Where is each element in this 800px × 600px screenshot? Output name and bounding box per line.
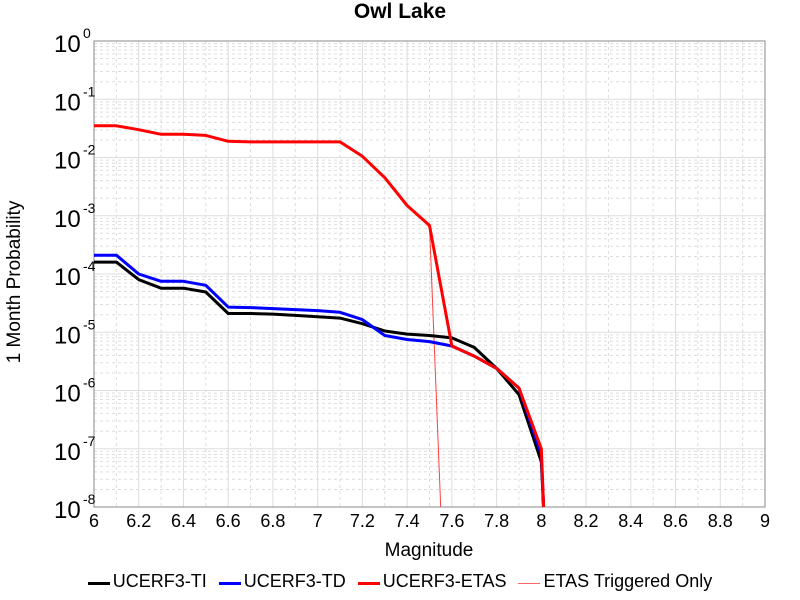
y-tick-exponent: -3 — [83, 200, 96, 216]
series-layer — [94, 124, 546, 508]
y-tick-label: 10 -3 — [54, 200, 96, 233]
chart-title: Owl Lake — [354, 0, 446, 23]
y-tick-label: 10 -2 — [54, 142, 96, 175]
legend-swatch — [357, 581, 380, 585]
y-tick-label: 10 -8 — [54, 491, 96, 524]
x-tick-label: 8.4 — [618, 511, 643, 531]
x-tick-label: 8.8 — [708, 511, 733, 531]
y-tick-exponent: -7 — [83, 433, 96, 449]
y-tick-exponent: 0 — [83, 25, 91, 41]
legend-item-ucerf3-td: UCERF3-TD — [218, 570, 346, 592]
y-tick-base: 10 — [54, 264, 81, 291]
x-tick-label: 7 — [313, 511, 323, 531]
y-tick-label: 10 -5 — [54, 316, 96, 349]
x-tick-label: 7.4 — [395, 511, 420, 531]
y-axis-label: 1 Month Probability — [4, 200, 25, 363]
y-tick-base: 10 — [54, 497, 81, 524]
legend-item-ucerf3-ti: UCERF3-TI — [87, 570, 207, 592]
y-tick-label: 10 0 — [54, 25, 91, 58]
legend-swatch — [87, 581, 110, 585]
y-tick-exponent: -8 — [83, 491, 96, 507]
y-tick-base: 10 — [54, 381, 81, 408]
x-tick-label: 6.2 — [126, 511, 151, 531]
y-tick-base: 10 — [54, 439, 81, 466]
legend-item-ucerf3-etas: UCERF3-ETAS — [357, 570, 507, 592]
y-tick-base: 10 — [54, 89, 81, 116]
y-tick-exponent: -6 — [83, 375, 96, 391]
x-tick-label: 7.8 — [484, 511, 509, 531]
legend-item-etas-triggered: ETAS Triggered Only — [518, 571, 712, 592]
y-tick-base: 10 — [54, 322, 81, 349]
grid — [93, 41, 766, 508]
series-line-ucerf3-etas — [94, 124, 546, 508]
y-tick-exponent: -1 — [83, 83, 96, 99]
x-tick-label: 6.6 — [216, 511, 241, 531]
y-tick-base: 10 — [54, 148, 81, 175]
x-tick-label: 6.4 — [171, 511, 196, 531]
x-axis-ticks: 6 6.2 6.4 6.6 6.8 7 7.2 7.4 7.6 7.8 8 8.2 8.4 8.6 8.8 9 — [89, 511, 770, 531]
x-tick-label: 6 — [89, 511, 99, 531]
y-tick-exponent: -5 — [83, 316, 96, 332]
x-tick-label: 7.6 — [439, 511, 464, 531]
series-line-ucerf3-ti — [94, 260, 546, 508]
y-tick-exponent: -2 — [83, 142, 96, 158]
legend-swatch — [518, 582, 541, 584]
x-tick-label: 9 — [760, 511, 770, 531]
legend: UCERF3-TI UCERF3-TD UCERF3-ETAS ETAS Tri… — [0, 568, 800, 594]
x-tick-label: 8.2 — [574, 511, 599, 531]
x-tick-label: 7.2 — [350, 511, 375, 531]
legend-swatch — [218, 581, 241, 585]
x-axis-label: Magnitude — [385, 540, 474, 561]
y-tick-base: 10 — [54, 31, 81, 58]
y-tick-base: 10 — [54, 206, 81, 233]
legend-label: UCERF3-TI — [112, 570, 207, 591]
y-tick-label: 10 -6 — [54, 375, 96, 408]
y-tick-label: 10 -7 — [54, 433, 96, 466]
legend-label: UCERF3-TD — [243, 570, 346, 591]
x-tick-label: 8 — [536, 511, 546, 531]
y-tick-label: 10 -1 — [54, 83, 96, 116]
plot-area — [93, 40, 766, 508]
x-tick-label: 8.6 — [663, 511, 688, 531]
legend-label: UCERF3-ETAS — [382, 570, 507, 591]
y-tick-exponent: -4 — [83, 258, 96, 274]
legend-label: ETAS Triggered Only — [543, 570, 713, 591]
x-tick-label: 6.8 — [260, 511, 285, 531]
y-tick-label: 10 -4 — [54, 258, 96, 291]
